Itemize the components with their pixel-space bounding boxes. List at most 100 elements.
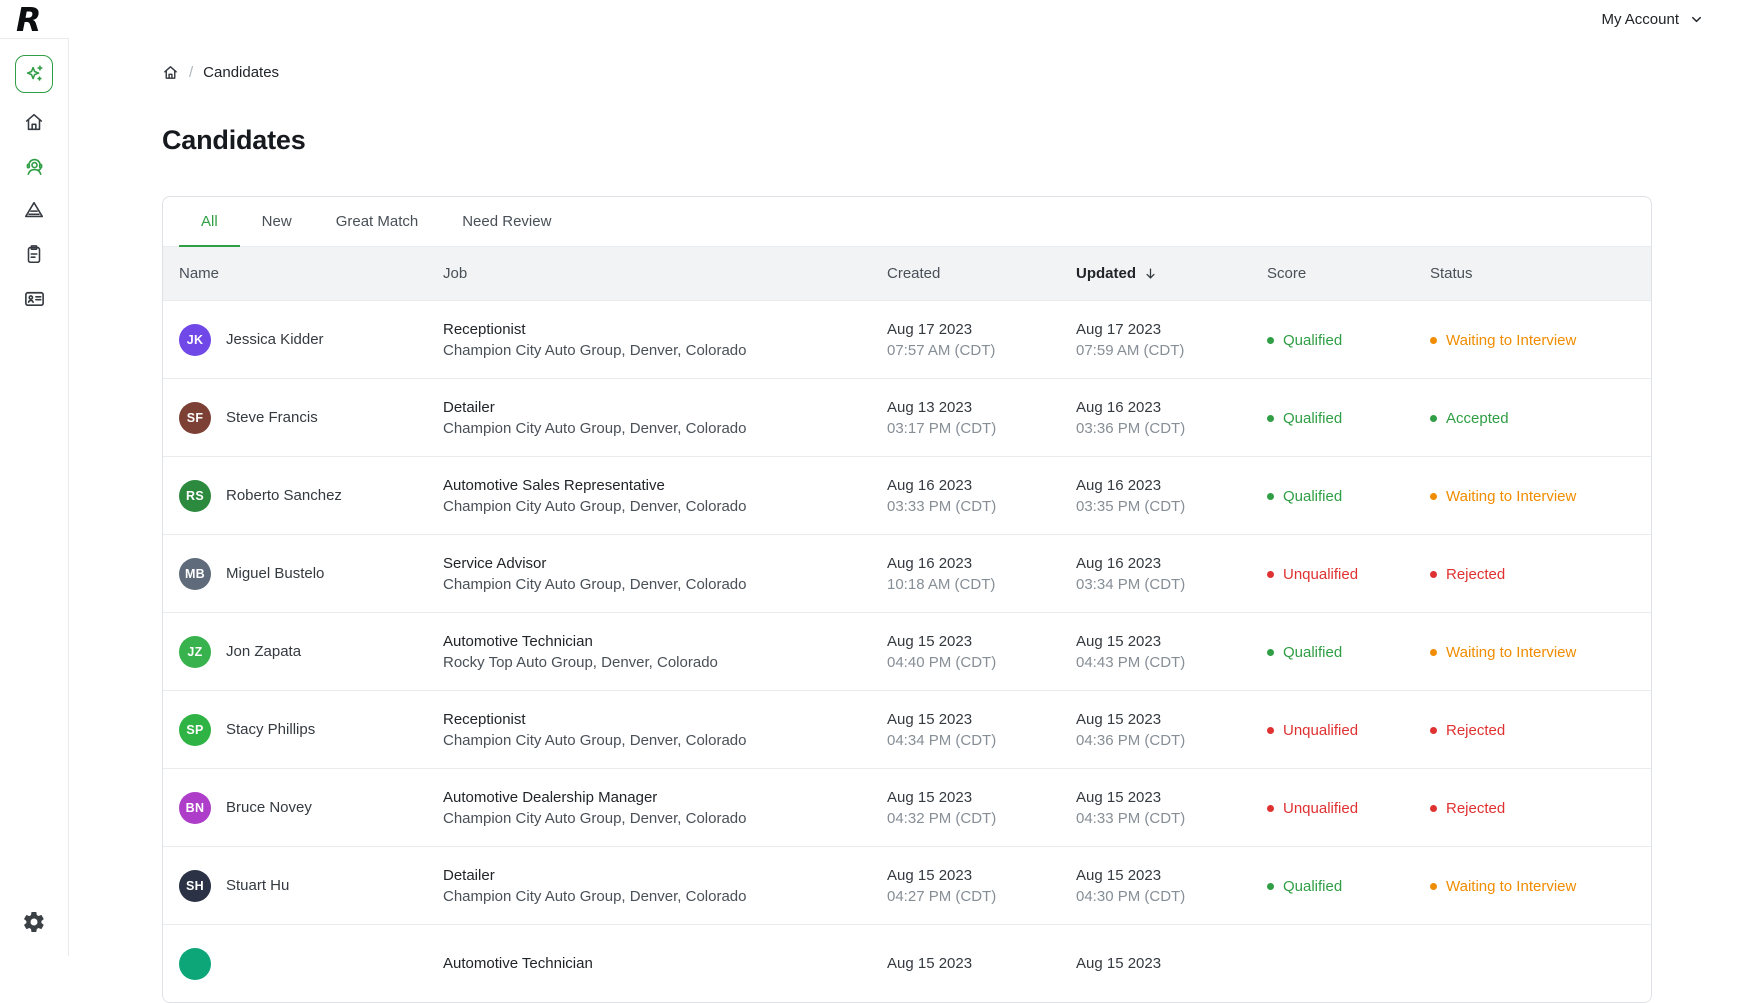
avatar: RS — [179, 479, 211, 512]
sidebar-item-candidates[interactable] — [14, 146, 54, 186]
column-header[interactable]: Updated — [1076, 265, 1267, 282]
candidate-name: Roberto Sanchez — [226, 487, 342, 504]
updated-time: 04:36 PM (CDT) — [1076, 731, 1186, 749]
column-header[interactable]: Name — [179, 265, 443, 282]
sidebar-item-settings[interactable] — [14, 902, 54, 942]
column-label: Updated — [1076, 265, 1136, 282]
column-label: Status — [1430, 265, 1473, 282]
updated-date: Aug 16 2023 — [1076, 554, 1162, 572]
sidebar-item-clipboard[interactable] — [14, 234, 54, 274]
sidebar-item-id-card[interactable] — [14, 278, 54, 318]
breadcrumb-home-icon[interactable] — [162, 64, 179, 81]
name-cell: SH Stuart Hu — [179, 869, 443, 902]
table-row[interactable]: SF Steve Francis Detailer Champion City … — [163, 378, 1651, 456]
tab[interactable]: All — [179, 197, 240, 247]
status-badge: Waiting to Interview — [1430, 488, 1576, 505]
status-label: Rejected — [1446, 565, 1506, 583]
avatar: MB — [179, 557, 211, 590]
status-badge: Rejected — [1430, 800, 1505, 817]
score-badge: Unqualified — [1267, 566, 1358, 583]
score-cell: Unqualified — [1267, 799, 1430, 817]
brand-logo: R — [12, 3, 58, 35]
status-label: Waiting to Interview — [1446, 331, 1577, 349]
table-row[interactable]: RS Roberto Sanchez Automotive Sales Repr… — [163, 456, 1651, 534]
job-cell: Receptionist Champion City Auto Group, D… — [443, 319, 887, 361]
created-date: Aug 13 2023 — [887, 398, 973, 416]
tab[interactable]: Need Review — [440, 197, 573, 246]
updated-time: 03:34 PM (CDT) — [1076, 575, 1186, 593]
column-header[interactable]: Status — [1430, 265, 1635, 282]
column-label: Score — [1267, 265, 1307, 282]
column-header[interactable]: Score — [1267, 265, 1430, 282]
avatar: BN — [179, 791, 211, 824]
score-cell — [1267, 955, 1430, 972]
updated-date: Aug 15 2023 — [1076, 788, 1162, 806]
column-header[interactable]: Job — [443, 265, 887, 282]
avatar: SP — [179, 713, 211, 746]
job-cell: Automotive Technician Rocky Top Auto Gro… — [443, 631, 887, 673]
candidate-name: Stuart Hu — [226, 877, 290, 894]
created-cell: Aug 15 2023 04:27 PM (CDT) — [887, 865, 1076, 907]
score-label: Unqualified — [1283, 721, 1359, 739]
name-cell: BN Bruce Novey — [179, 791, 443, 824]
sort-descending-icon — [1143, 266, 1158, 281]
candidate-name: Stacy Phillips — [226, 721, 316, 738]
score-dot-icon — [1267, 414, 1274, 422]
created-time: 10:18 AM (CDT) — [887, 575, 996, 593]
created-cell: Aug 16 2023 10:18 AM (CDT) — [887, 553, 1076, 595]
table-row[interactable]: MB Miguel Bustelo Service Advisor Champi… — [163, 534, 1651, 612]
created-cell: Aug 15 2023 04:32 PM (CDT) — [887, 787, 1076, 829]
breadcrumb: / Candidates — [162, 64, 1738, 81]
updated-time: 07:59 AM (CDT) — [1076, 341, 1185, 359]
score-dot-icon — [1267, 492, 1274, 500]
updated-time: 03:36 PM (CDT) — [1076, 419, 1186, 437]
avatar: JK — [179, 323, 211, 356]
status-dot-icon — [1430, 882, 1437, 890]
status-label: Waiting to Interview — [1446, 877, 1577, 895]
score-badge: Qualified — [1267, 488, 1342, 505]
sidebar-item-funnel[interactable] — [14, 190, 54, 230]
sidebar-item-ai-tools[interactable] — [15, 55, 53, 93]
status-cell: Waiting to Interview — [1430, 487, 1635, 505]
column-header[interactable]: Created — [887, 265, 1076, 282]
updated-date: Aug 16 2023 — [1076, 398, 1162, 416]
table-row[interactable]: SH Stuart Hu Detailer Champion City Auto… — [163, 846, 1651, 924]
tab-label: New — [261, 213, 292, 230]
my-account-menu[interactable]: My Account — [1595, 10, 1710, 29]
sidebar — [0, 38, 69, 956]
created-time: 04:40 PM (CDT) — [887, 653, 997, 671]
page-title: Candidates — [162, 125, 306, 155]
tab[interactable]: New — [240, 197, 314, 246]
score-dot-icon — [1267, 336, 1274, 344]
created-cell: Aug 13 2023 03:17 PM (CDT) — [887, 397, 1076, 439]
created-time: 04:27 PM (CDT) — [887, 887, 997, 905]
tab[interactable]: Great Match — [314, 197, 441, 246]
table-row[interactable]: SP Stacy Phillips Receptionist Champion … — [163, 690, 1651, 768]
job-cell: Detailer Champion City Auto Group, Denve… — [443, 397, 887, 439]
status-cell: Rejected — [1430, 721, 1635, 739]
sidebar-item-home[interactable] — [14, 102, 54, 142]
updated-time: 04:33 PM (CDT) — [1076, 809, 1186, 827]
job-location: Champion City Auto Group, Denver, Colora… — [443, 809, 747, 827]
score-label: Unqualified — [1283, 799, 1359, 817]
score-badge: Unqualified — [1267, 722, 1358, 739]
avatar-initials: JK — [186, 332, 204, 347]
job-location: Champion City Auto Group, Denver, Colora… — [443, 575, 747, 593]
created-cell: Aug 17 2023 07:57 AM (CDT) — [887, 319, 1076, 361]
status-label: Accepted — [1446, 409, 1509, 427]
table-row[interactable]: JK Jessica Kidder Receptionist Champion … — [163, 300, 1651, 378]
updated-cell: Aug 15 2023 04:33 PM (CDT) — [1076, 787, 1267, 829]
score-badge: Qualified — [1267, 878, 1342, 895]
table-row[interactable]: BN Bruce Novey Automotive Dealership Man… — [163, 768, 1651, 846]
status-label: Waiting to Interview — [1446, 487, 1577, 505]
job-title: Detailer — [443, 398, 495, 416]
avatar — [179, 947, 211, 980]
table-row[interactable]: JZ Jon Zapata Automotive Technician Rock… — [163, 612, 1651, 690]
avatar-initials: MB — [184, 566, 206, 581]
svg-text:R: R — [16, 3, 41, 35]
job-cell: Automotive Dealership Manager Champion C… — [443, 787, 887, 829]
tab-label: Need Review — [462, 213, 552, 230]
status-cell: Waiting to Interview — [1430, 643, 1635, 661]
updated-time: 03:35 PM (CDT) — [1076, 497, 1186, 515]
table-row[interactable]: Automotive Technician Aug 15 2023 Aug 15… — [163, 924, 1651, 1002]
